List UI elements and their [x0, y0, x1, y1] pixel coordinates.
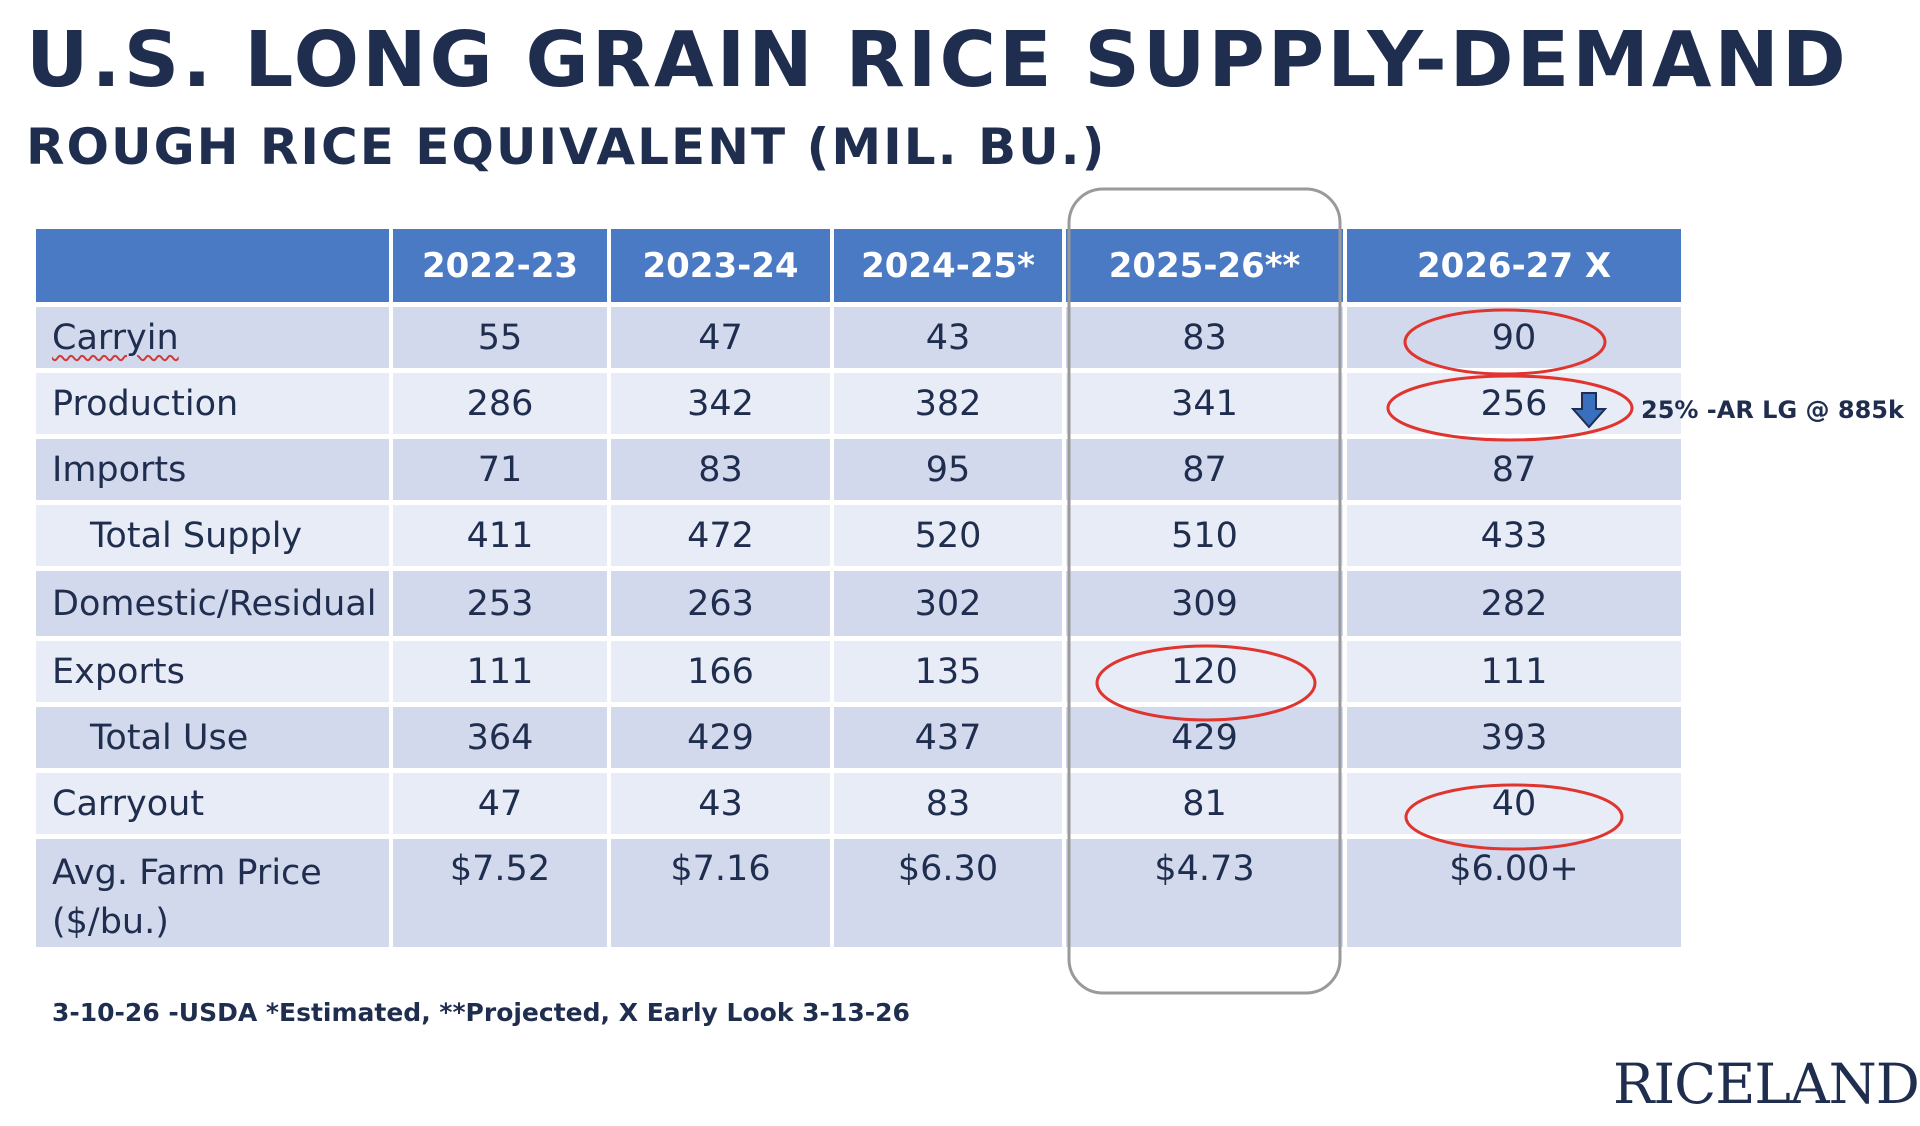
- column-header-2025-26: 2025-26**: [1066, 229, 1347, 307]
- column-header-2023-24: 2023-24: [611, 229, 834, 307]
- table-row-total-use: Total Use 364 429 437 429 393: [36, 707, 1681, 773]
- table-cell: 111: [1347, 641, 1681, 707]
- table-cell: 433: [1347, 505, 1681, 571]
- table-cell: $7.52: [393, 839, 611, 952]
- column-header-label: [36, 229, 393, 307]
- table-row-domestic-residual: Domestic/Residual 253 263 302 309 282: [36, 571, 1681, 641]
- row-label: Total Use: [36, 707, 393, 773]
- table-cell: 263: [611, 571, 834, 641]
- row-label: Total Supply: [36, 505, 393, 571]
- table-cell: 135: [834, 641, 1066, 707]
- table-cell: 393: [1347, 707, 1681, 773]
- table-cell: 87: [1347, 439, 1681, 505]
- row-label: Exports: [36, 641, 393, 707]
- table-cell: 309: [1066, 571, 1347, 641]
- row-label: Carryout: [36, 773, 393, 839]
- table-cell: 437: [834, 707, 1066, 773]
- table-cell: 472: [611, 505, 834, 571]
- table-cell: 282: [1347, 571, 1681, 641]
- table-cell: 90: [1347, 307, 1681, 373]
- table-cell: 253: [393, 571, 611, 641]
- table-row-imports: Imports 71 83 95 87 87: [36, 439, 1681, 505]
- table-cell: 166: [611, 641, 834, 707]
- table-cell: 87: [1066, 439, 1347, 505]
- table-cell: 81: [1066, 773, 1347, 839]
- column-header-2022-23: 2022-23: [393, 229, 611, 307]
- registered-mark: ®: [1919, 1073, 1920, 1087]
- table-cell: 341: [1066, 373, 1347, 439]
- table-cell: 71: [393, 439, 611, 505]
- table-row-avg-farm-price: Avg. Farm Price ($/bu.) $7.52 $7.16 $6.3…: [36, 839, 1681, 952]
- source-footnote: 3-10-26 -USDA *Estimated, **Projected, X…: [52, 998, 910, 1027]
- table-cell: 429: [611, 707, 834, 773]
- table-cell: 342: [611, 373, 834, 439]
- table-cell: 411: [393, 505, 611, 571]
- table-cell: 302: [834, 571, 1066, 641]
- table-cell: 83: [611, 439, 834, 505]
- table-row-carryout: Carryout 47 43 83 81 40: [36, 773, 1681, 839]
- table-cell: 382: [834, 373, 1066, 439]
- table-cell: 83: [834, 773, 1066, 839]
- logo-text: RICELAND: [1613, 1052, 1920, 1116]
- column-header-2024-25: 2024-25*: [834, 229, 1066, 307]
- table-cell: 40: [1347, 773, 1681, 839]
- table-cell: 256: [1347, 373, 1681, 439]
- table-cell: 364: [393, 707, 611, 773]
- production-note: 25% -AR LG @ 885k: [1641, 396, 1904, 424]
- table-row-exports: Exports 111 166 135 120 111: [36, 641, 1681, 707]
- row-label: Imports: [36, 439, 393, 505]
- page-subtitle: ROUGH RICE EQUIVALENT (MIL. BU.): [26, 118, 1107, 176]
- riceland-logo: RICELAND®: [1613, 1052, 1920, 1116]
- table-cell: 111: [393, 641, 611, 707]
- supply-demand-table: 2022-23 2023-24 2024-25* 2025-26** 2026-…: [36, 229, 1681, 952]
- row-label: Production: [36, 373, 393, 439]
- row-label: Carryin: [36, 307, 393, 373]
- table-cell: 120: [1066, 641, 1347, 707]
- table-row-production: Production 286 342 382 341 256: [36, 373, 1681, 439]
- table-cell: $6.30: [834, 839, 1066, 952]
- table-row-carryin: Carryin 55 47 43 83 90: [36, 307, 1681, 373]
- table-cell: $4.73: [1066, 839, 1347, 952]
- table-cell: 510: [1066, 505, 1347, 571]
- table-cell: 83: [1066, 307, 1347, 373]
- table-cell: 520: [834, 505, 1066, 571]
- table-cell: 47: [611, 307, 834, 373]
- table-cell: 429: [1066, 707, 1347, 773]
- table-cell: $6.00+: [1347, 839, 1681, 952]
- table-header-row: 2022-23 2023-24 2024-25* 2025-26** 2026-…: [36, 229, 1681, 307]
- table-cell: 43: [834, 307, 1066, 373]
- table-cell: 55: [393, 307, 611, 373]
- table-cell: 95: [834, 439, 1066, 505]
- row-label: Domestic/Residual: [36, 571, 393, 641]
- table-cell: $7.16: [611, 839, 834, 952]
- table-cell: 286: [393, 373, 611, 439]
- row-label: Avg. Farm Price ($/bu.): [36, 839, 393, 952]
- table-row-total-supply: Total Supply 411 472 520 510 433: [36, 505, 1681, 571]
- row-label-text: Carryin: [52, 317, 179, 358]
- table-cell: 47: [393, 773, 611, 839]
- column-header-2026-27: 2026-27 X: [1347, 229, 1681, 307]
- page-title: U.S. LONG GRAIN RICE SUPPLY-DEMAND: [26, 16, 1849, 105]
- table-cell: 43: [611, 773, 834, 839]
